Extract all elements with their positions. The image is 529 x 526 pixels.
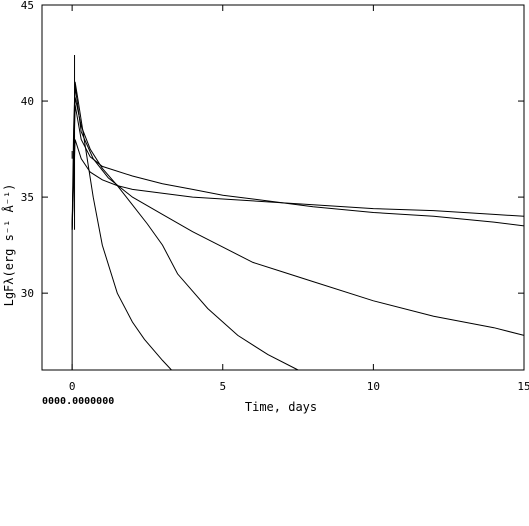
y-tick-label: 30 [21,287,34,300]
series-line-2 [71,97,299,371]
plot-frame [41,4,525,371]
x-tick-label: 5 [219,380,226,393]
x-axis-title: Time, days [245,400,317,414]
y-axis-title: LgFλ(erg s⁻¹ Å⁻¹) [1,184,16,307]
series-line-4 [71,104,525,230]
series-line-1 [71,81,172,371]
series-line-5 [71,139,525,230]
x-tick-label: 15 [517,380,529,393]
x-tick-label: 0 [69,380,76,393]
y-tick-label: 35 [21,191,34,204]
series-layer [71,54,525,371]
series-line-3 [71,85,525,336]
y-tick-label: 45 [21,0,34,12]
x-axis: 0 5 10 15 [69,5,529,393]
y-axis: 30 35 40 45 [21,0,524,300]
y-tick-label: 40 [21,95,34,108]
overlapping-tick-text: 0000.0000000 [42,396,114,407]
x-tick-label: 10 [367,380,380,393]
